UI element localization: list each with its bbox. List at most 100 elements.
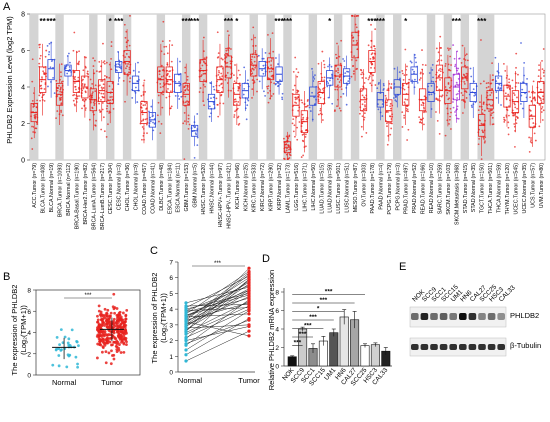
significance-label: * xyxy=(109,17,113,26)
point xyxy=(38,46,41,49)
point xyxy=(264,51,267,54)
point xyxy=(127,74,129,77)
point xyxy=(270,64,272,67)
point xyxy=(59,87,62,90)
point xyxy=(81,99,84,102)
y-tick-label: 2 xyxy=(169,338,173,345)
point xyxy=(323,66,326,69)
y-tick-label: 7 xyxy=(169,260,173,267)
point xyxy=(100,128,103,131)
point xyxy=(542,71,545,74)
point xyxy=(384,94,387,97)
point xyxy=(235,103,238,105)
band-phldb2 xyxy=(487,313,496,320)
point xyxy=(285,135,288,138)
point xyxy=(131,97,134,99)
point xyxy=(100,350,104,354)
point xyxy=(96,328,99,332)
point xyxy=(413,70,416,73)
point xyxy=(410,61,413,64)
point xyxy=(515,52,518,55)
point xyxy=(452,101,454,103)
point xyxy=(404,98,407,101)
point xyxy=(110,349,113,353)
point xyxy=(363,116,366,119)
point xyxy=(108,76,111,79)
significance-label: *** xyxy=(214,261,222,267)
point xyxy=(450,64,452,66)
point xyxy=(342,58,345,60)
point xyxy=(74,78,76,81)
point xyxy=(55,335,59,339)
y-tick-label: 5 xyxy=(169,291,173,298)
point xyxy=(490,91,493,94)
point xyxy=(287,144,290,147)
point xyxy=(46,44,49,47)
x-tick-label: BRCA.Normal (n=112) xyxy=(66,163,72,216)
point xyxy=(100,98,102,101)
point xyxy=(116,318,119,322)
point xyxy=(360,73,363,76)
point xyxy=(141,113,144,116)
point xyxy=(267,91,269,94)
normal-point xyxy=(184,359,188,363)
point xyxy=(183,86,186,88)
x-tick-label: UCEC.Normal (n=35) xyxy=(522,163,528,214)
point xyxy=(93,102,96,105)
point xyxy=(68,52,70,55)
point xyxy=(331,73,333,76)
point xyxy=(230,48,232,50)
point xyxy=(47,53,50,56)
point xyxy=(365,77,367,80)
point xyxy=(66,72,69,75)
point xyxy=(166,62,169,64)
point xyxy=(267,101,270,104)
point xyxy=(317,113,320,116)
point xyxy=(119,336,123,340)
point xyxy=(390,127,393,130)
normal-point xyxy=(184,353,188,357)
point xyxy=(60,96,63,99)
point xyxy=(123,23,126,26)
point xyxy=(122,350,126,354)
point xyxy=(61,341,65,345)
point xyxy=(537,75,540,78)
point xyxy=(390,122,392,124)
point xyxy=(355,59,358,62)
point xyxy=(441,94,444,97)
point xyxy=(540,111,543,113)
point xyxy=(158,69,161,72)
point xyxy=(56,89,59,92)
point xyxy=(220,72,223,75)
point xyxy=(122,341,126,345)
y-tick-label: 4 xyxy=(21,85,25,92)
point xyxy=(406,139,409,141)
point xyxy=(399,77,401,80)
point xyxy=(382,89,385,91)
point xyxy=(428,72,431,74)
point xyxy=(336,42,338,45)
point xyxy=(363,101,366,103)
point xyxy=(254,51,257,54)
point xyxy=(100,92,103,95)
point xyxy=(506,86,509,89)
point xyxy=(370,23,372,26)
point xyxy=(245,118,248,121)
band-tubulin xyxy=(430,344,438,350)
point xyxy=(97,309,101,313)
point xyxy=(453,57,456,60)
significance-label: * xyxy=(317,306,320,313)
point xyxy=(457,117,460,120)
point xyxy=(122,79,125,82)
point xyxy=(158,120,160,123)
point xyxy=(328,79,331,82)
point xyxy=(447,49,450,51)
point xyxy=(251,67,254,70)
point xyxy=(540,107,543,110)
point xyxy=(38,43,41,46)
point xyxy=(343,60,346,62)
point xyxy=(112,340,116,344)
point xyxy=(425,110,427,113)
point xyxy=(487,85,490,88)
point xyxy=(456,108,459,111)
